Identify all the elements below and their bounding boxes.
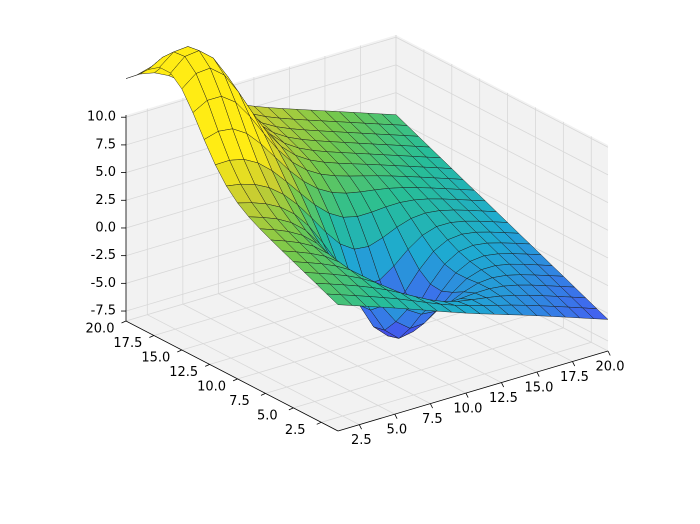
grid-line-z-back: [125, 64, 397, 146]
x-tick-mark: [358, 424, 362, 430]
x-tick-mark: [607, 350, 611, 356]
x-tick-label: 7.5: [422, 412, 443, 427]
z-tick-label: 5.0: [95, 165, 116, 180]
y-tick-mark: [232, 378, 238, 382]
y-tick-mark: [316, 421, 322, 425]
y-tick-label: 7.5: [229, 394, 250, 409]
z-tick-label: 10.0: [87, 110, 116, 125]
surface-patch: [326, 293, 353, 306]
grid-line-z-back: [125, 36, 397, 118]
y-tick-mark: [205, 364, 210, 367]
x-axis-ticks: 2.5 5.0 7.5 10.0 12.5 15.0 17.5 20.0: [351, 350, 625, 448]
grid-line-z-side: [395, 119, 609, 231]
x-tick-mark: [394, 413, 398, 419]
grid-line-z-side: [395, 92, 609, 203]
z-axis-ticks: -7.5 -5.0 -2.5 0.0 2.5 5.0 7.5 10.0: [87, 110, 126, 319]
x-tick-label: 10.0: [453, 402, 482, 417]
y-tick-label: 17.5: [113, 336, 142, 351]
y-tick-mark: [260, 393, 266, 396]
x-tick-mark: [501, 382, 505, 388]
x-tick-mark: [465, 392, 469, 398]
x-tick-mark: [430, 403, 433, 409]
grid-line-y-floor: [293, 327, 564, 409]
x-tick-mark: [572, 361, 576, 367]
z-tick-label: 7.5: [95, 137, 116, 152]
z-tick-label: 2.5: [95, 193, 116, 208]
x-tick-label: 5.0: [386, 423, 407, 438]
axis-lines: [125, 115, 609, 432]
y-tick-label: 2.5: [285, 423, 306, 438]
x-tick-label: 15.0: [524, 381, 553, 396]
x-tick-label: 12.5: [489, 391, 518, 406]
y-tick-label: 20.0: [86, 322, 115, 337]
surface-mesh: [125, 46, 609, 339]
grid-line-x-floor: [182, 303, 396, 415]
x-tick-label: 2.5: [351, 433, 372, 448]
x-axis-line: [337, 350, 609, 432]
y-tick-mark: [288, 407, 294, 411]
y-axis-ticks: 2.5 5.0 7.510.012.515.017.520.0: [86, 320, 322, 438]
grid-line-z-side: [395, 36, 609, 148]
y-axis-line: [125, 320, 339, 432]
grid-line-x-floor: [147, 314, 360, 426]
y-tick-label: 12.5: [169, 365, 198, 380]
grid-line-x-floor: [218, 293, 431, 404]
z-tick-label: -2.5: [91, 248, 116, 263]
y-tick-label: 5.0: [257, 408, 278, 423]
z-tick-label: -7.5: [91, 304, 116, 319]
y-tick-label: 15.0: [141, 350, 170, 365]
z-tick-label: 0.0: [95, 220, 116, 235]
x-tick-mark: [536, 371, 540, 377]
grid-line-y-floor: [265, 312, 536, 394]
y-tick-mark: [177, 349, 182, 353]
z-tick-label: -5.0: [91, 276, 116, 291]
y-tick-mark: [149, 335, 155, 338]
y-tick-label: 10.0: [197, 379, 226, 394]
x-tick-label: 17.5: [560, 370, 589, 385]
x-tick-label: 20.0: [596, 360, 625, 375]
grid-line-z-side: [395, 64, 609, 176]
grid-line-y-floor: [321, 341, 592, 423]
y-tick-mark: [121, 320, 127, 324]
grid-line-x-floor: [253, 282, 467, 394]
